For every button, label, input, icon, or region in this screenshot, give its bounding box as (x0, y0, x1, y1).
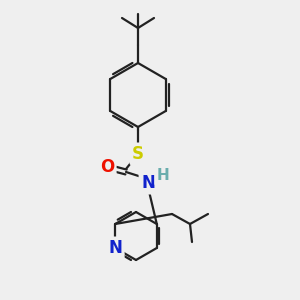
Text: N: N (108, 239, 122, 257)
Text: H: H (157, 169, 169, 184)
Text: N: N (141, 174, 155, 192)
Text: O: O (100, 158, 114, 176)
Text: S: S (132, 145, 144, 163)
